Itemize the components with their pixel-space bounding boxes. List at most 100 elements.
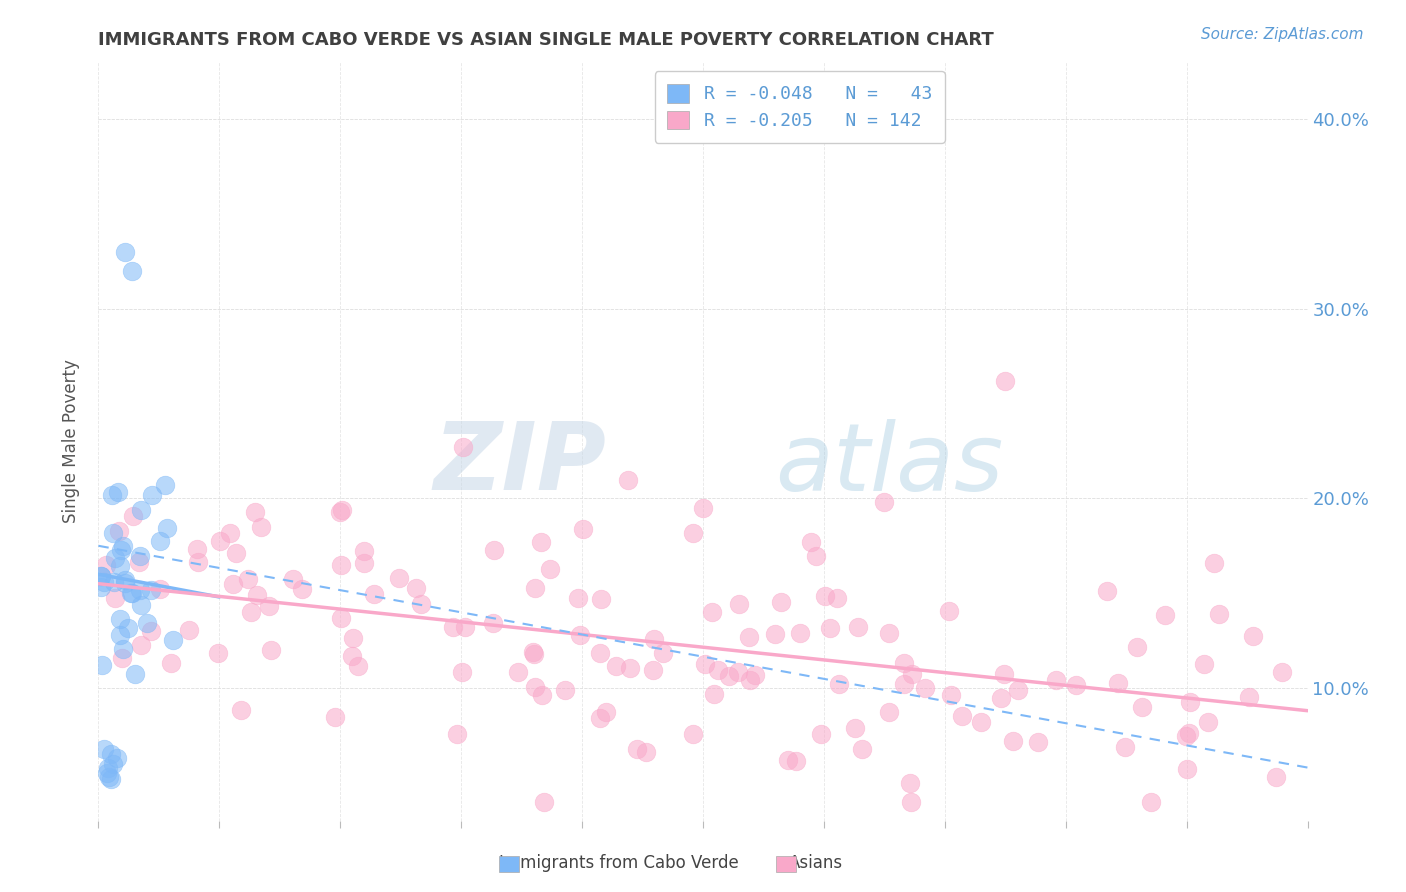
- Point: [162, 632, 184, 647]
- Point: [1271, 665, 1294, 679]
- Point: [257, 599, 280, 613]
- Point: [950, 708, 973, 723]
- Point: [441, 620, 464, 634]
- Point: [879, 625, 901, 640]
- Point: [281, 572, 304, 586]
- Y-axis label: Single Male Poverty: Single Male Poverty: [62, 359, 80, 524]
- Point: [1202, 556, 1225, 570]
- Point: [993, 666, 1015, 681]
- Point: [100, 747, 122, 762]
- Point: [129, 638, 152, 652]
- Point: [93, 575, 115, 590]
- Point: [827, 591, 849, 605]
- Point: [1154, 608, 1177, 623]
- Text: IMMIGRANTS FROM CABO VERDE VS ASIAN SINGLE MALE POVERTY CORRELATION CHART: IMMIGRANTS FROM CABO VERDE VS ASIAN SING…: [98, 31, 994, 49]
- Point: [702, 605, 724, 619]
- Point: [107, 524, 129, 538]
- Point: [329, 558, 352, 573]
- Point: [523, 647, 546, 661]
- Point: [124, 667, 146, 681]
- Point: [848, 620, 870, 634]
- Point: [225, 546, 247, 560]
- Point: [900, 795, 922, 809]
- Point: [101, 756, 124, 771]
- Point: [110, 612, 132, 626]
- Point: [353, 543, 375, 558]
- Point: [260, 642, 283, 657]
- Point: [682, 526, 704, 541]
- Point: [177, 623, 200, 637]
- Point: [207, 646, 229, 660]
- Point: [246, 588, 269, 602]
- Point: [1243, 629, 1265, 643]
- Point: [323, 710, 346, 724]
- Point: [1140, 795, 1163, 809]
- Point: [531, 688, 554, 702]
- Point: [1208, 607, 1230, 622]
- Point: [160, 656, 183, 670]
- Point: [129, 503, 152, 517]
- Point: [149, 533, 172, 548]
- Point: [91, 658, 114, 673]
- Point: [1265, 770, 1288, 784]
- Point: [347, 658, 370, 673]
- Point: [129, 549, 152, 563]
- Point: [103, 574, 125, 589]
- Point: [141, 488, 163, 502]
- Point: [117, 622, 139, 636]
- Point: [814, 589, 837, 603]
- Point: [105, 751, 128, 765]
- Point: [914, 681, 936, 695]
- Point: [98, 770, 121, 784]
- Point: [114, 244, 136, 259]
- Point: [104, 551, 127, 566]
- Point: [707, 664, 730, 678]
- Point: [330, 503, 353, 517]
- Point: [776, 753, 799, 767]
- Point: [828, 677, 851, 691]
- Point: [619, 660, 641, 674]
- Point: [605, 659, 627, 673]
- Point: [128, 555, 150, 569]
- Point: [453, 440, 475, 454]
- Text: ZIP: ZIP: [433, 418, 606, 510]
- Point: [97, 760, 120, 774]
- Point: [727, 665, 749, 679]
- Point: [1192, 657, 1215, 671]
- Point: [763, 627, 786, 641]
- Point: [104, 591, 127, 605]
- Point: [156, 521, 179, 535]
- Point: [522, 645, 544, 659]
- Point: [588, 711, 610, 725]
- Point: [568, 627, 591, 641]
- Point: [148, 582, 170, 596]
- Point: [589, 592, 612, 607]
- Point: [110, 543, 132, 558]
- Point: [692, 500, 714, 515]
- Text: Immigrants from Cabo Verde: Immigrants from Cabo Verde: [499, 855, 738, 872]
- Point: [114, 573, 136, 587]
- Point: [990, 691, 1012, 706]
- Point: [737, 631, 759, 645]
- Point: [363, 587, 385, 601]
- Point: [1175, 730, 1198, 744]
- Point: [1064, 678, 1087, 692]
- Point: [718, 669, 741, 683]
- Point: [129, 598, 152, 612]
- Point: [454, 620, 477, 634]
- Point: [141, 582, 163, 597]
- Point: [243, 505, 266, 519]
- Point: [994, 374, 1017, 388]
- Point: [738, 673, 761, 688]
- Point: [90, 569, 112, 583]
- Point: [851, 742, 873, 756]
- Point: [136, 616, 159, 631]
- Point: [1126, 640, 1149, 655]
- Point: [769, 595, 792, 609]
- Point: [877, 705, 900, 719]
- Point: [1026, 734, 1049, 748]
- Point: [641, 663, 664, 677]
- Point: [101, 488, 124, 502]
- Point: [785, 754, 807, 768]
- Point: [330, 610, 353, 624]
